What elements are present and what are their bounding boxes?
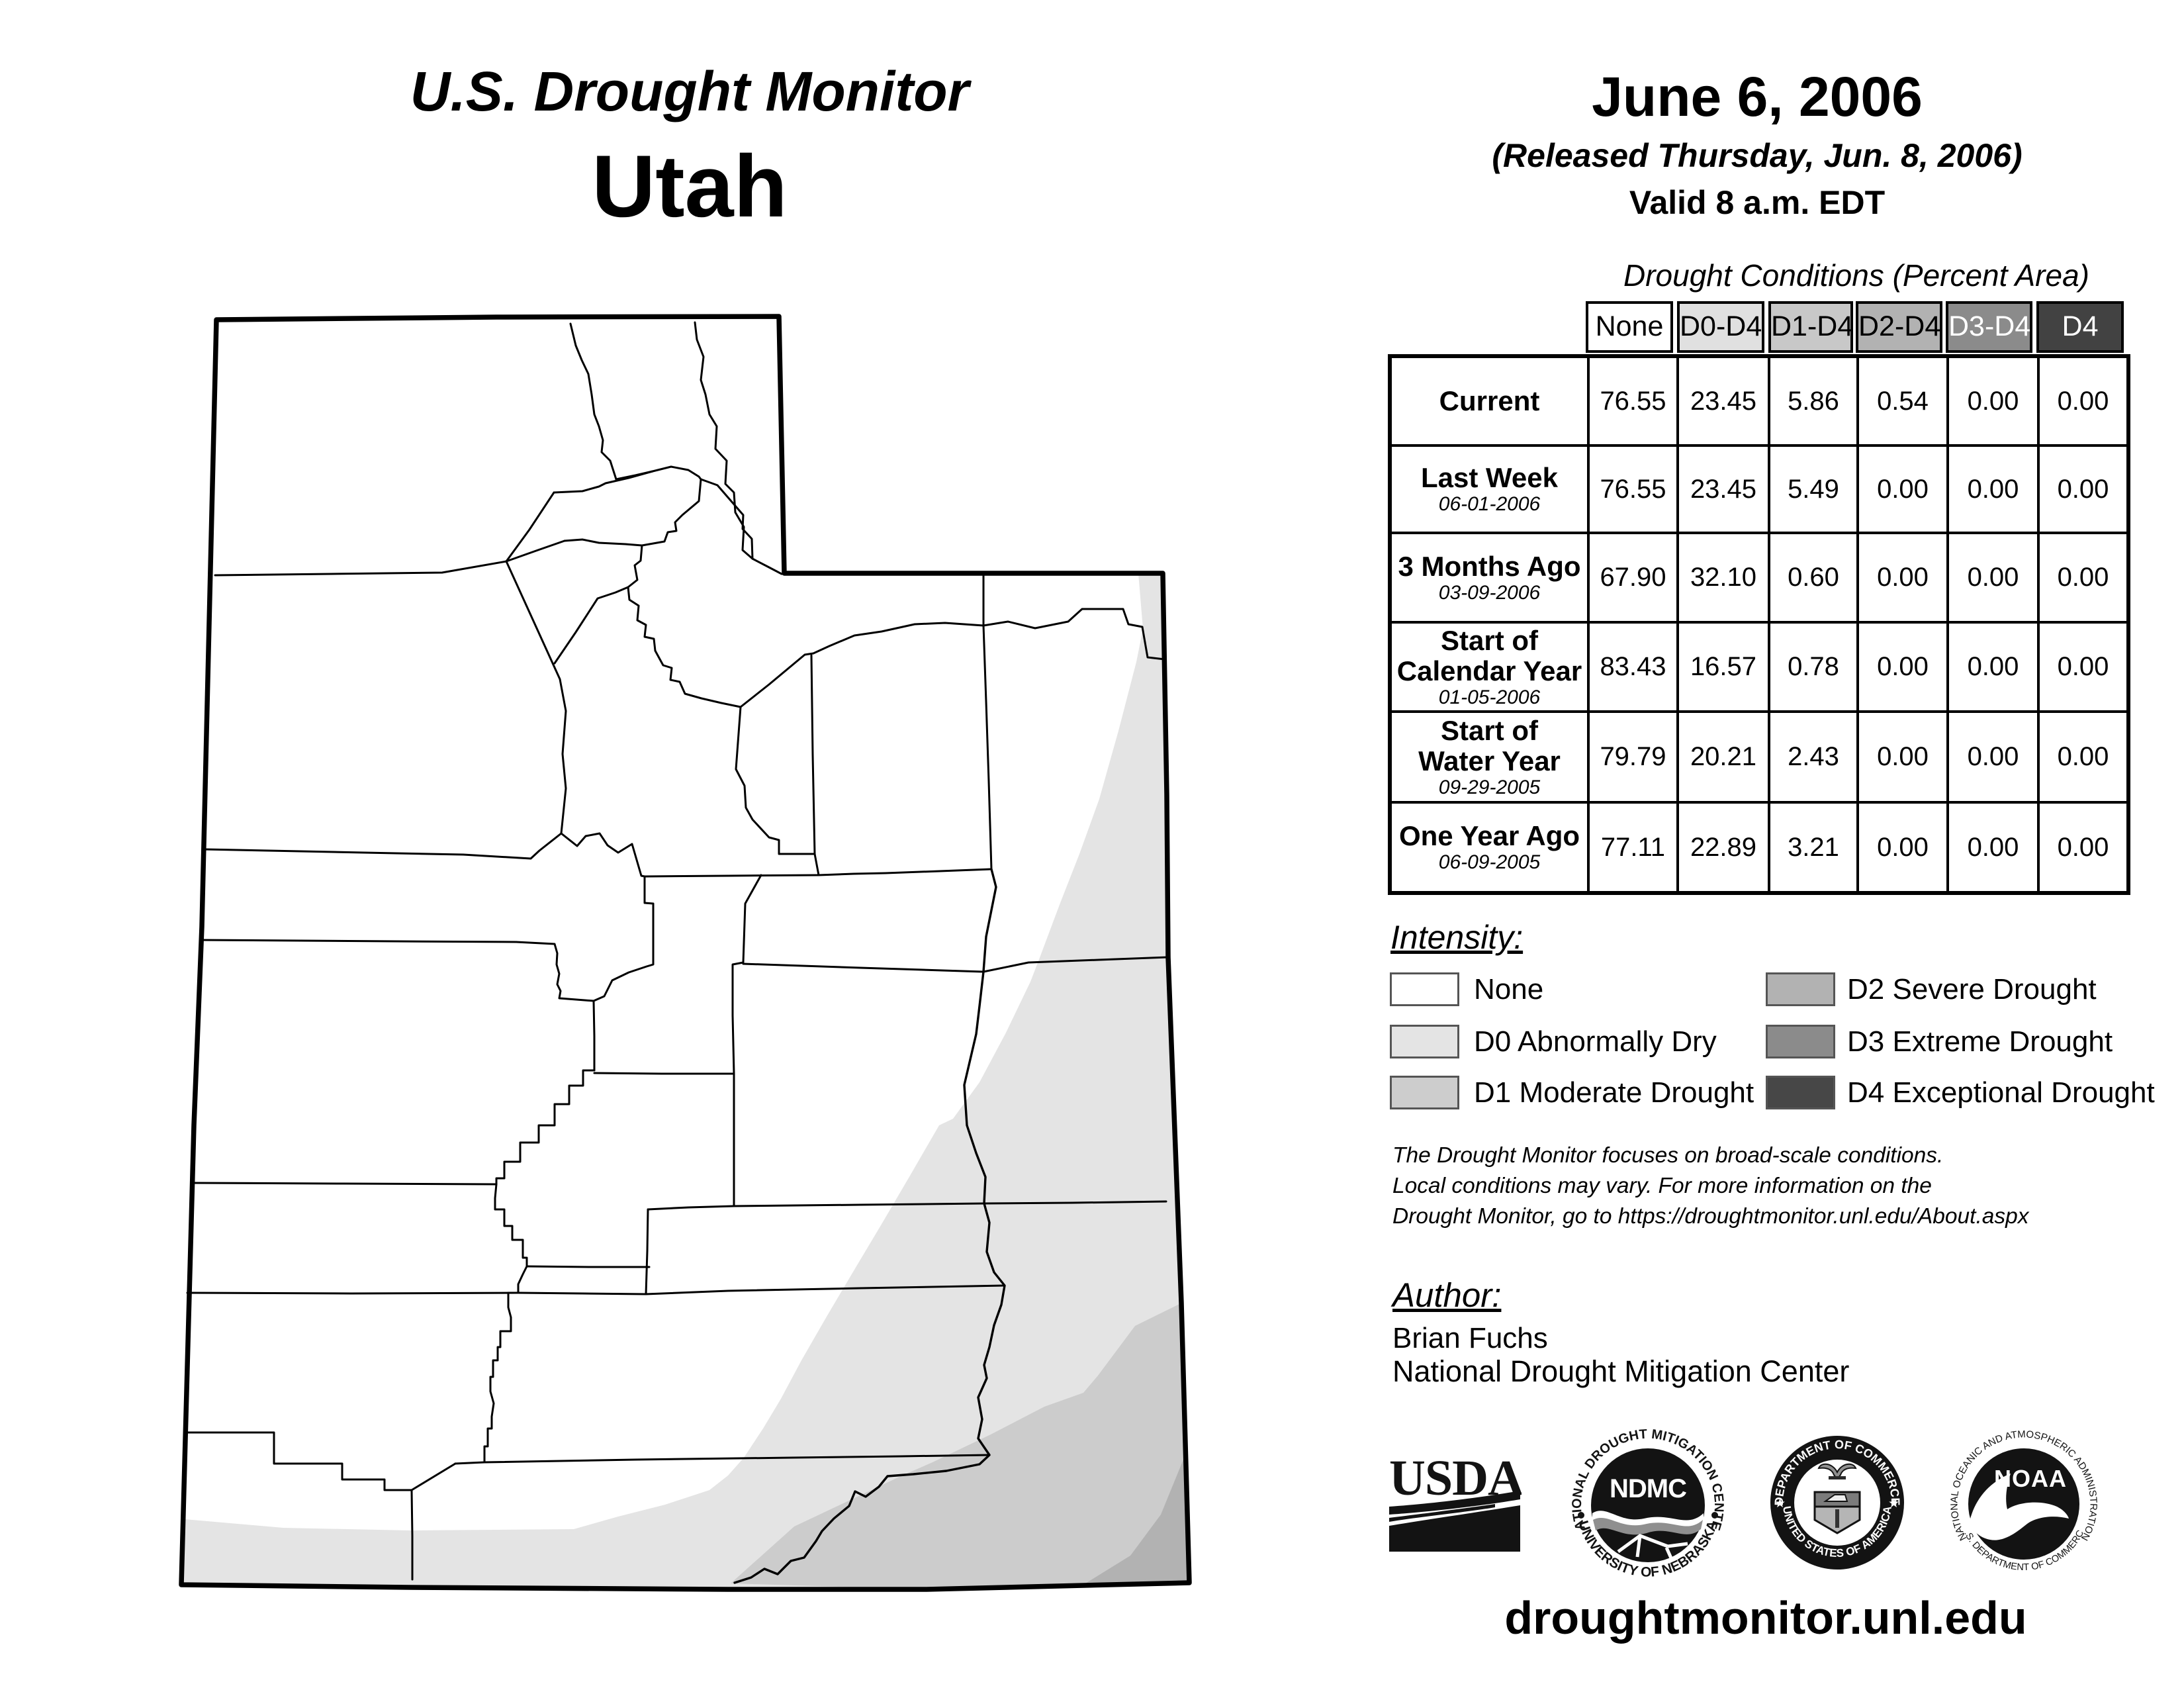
svg-text:NOAA: NOAA xyxy=(1994,1465,2067,1492)
svg-text:★: ★ xyxy=(1888,1497,1899,1511)
svg-text:NDMC: NDMC xyxy=(1610,1474,1686,1503)
svg-text:★: ★ xyxy=(1774,1497,1786,1511)
